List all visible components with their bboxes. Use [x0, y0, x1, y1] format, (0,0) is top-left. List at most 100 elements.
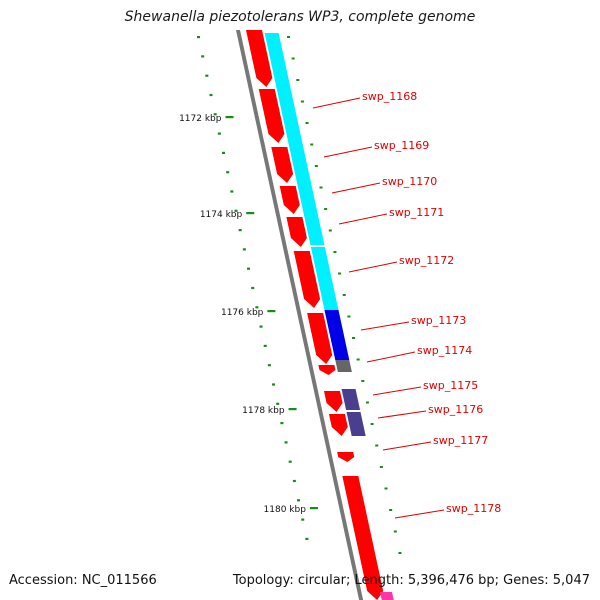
scale-tick-mark	[263, 344, 267, 347]
track-tick-mark	[361, 380, 365, 382]
gene-label-swp_1176: swp_1176	[428, 403, 483, 416]
scale-tick-mark	[276, 402, 280, 405]
kbp-label: 1176 kbp	[221, 308, 264, 318]
track-tick-mark	[365, 401, 369, 404]
major-tick-mark	[309, 507, 318, 510]
gene-label-swp_1177: swp_1177	[433, 434, 488, 447]
major-tick-mark	[288, 408, 297, 411]
gray-track-segment	[335, 360, 352, 372]
track-tick-mark	[291, 57, 295, 60]
gene-arrow	[337, 452, 355, 462]
track-tick-mark	[393, 530, 397, 533]
scale-tick-mark	[226, 171, 230, 174]
scale-tick-mark	[297, 499, 301, 502]
scale-tick-mark	[201, 55, 205, 58]
genome-backbone-line	[236, 30, 364, 600]
track-tick-mark	[375, 444, 379, 447]
scale-tick-mark	[205, 74, 209, 77]
gene-leader-line	[348, 261, 398, 273]
gene-leader-line	[377, 410, 427, 419]
track-tick-mark	[389, 509, 393, 511]
gene-label-swp_1171: swp_1171	[389, 206, 444, 219]
gene-arrow	[318, 365, 336, 375]
gene-arrow	[286, 217, 307, 247]
scale-tick-mark	[255, 306, 259, 309]
gene-leader-line	[372, 386, 422, 396]
track-tick-mark	[352, 337, 356, 339]
track-tick-mark	[379, 466, 383, 468]
cyan-track-segment	[310, 247, 339, 310]
track-tick-mark	[338, 272, 342, 275]
scale-tick-mark	[292, 479, 296, 483]
gene-arrow	[323, 391, 343, 412]
track-tick-mark	[319, 186, 323, 189]
gene-arrow	[307, 313, 333, 364]
gene-arrow	[279, 186, 300, 214]
gene-label-swp_1178: swp_1178	[446, 502, 501, 515]
scale-tick-mark	[267, 364, 271, 367]
gene-leader-line	[331, 182, 381, 194]
scale-tick-mark	[217, 132, 221, 135]
track-tick-mark	[333, 251, 337, 253]
blue-track-segment	[324, 310, 350, 360]
magenta-track-segment	[380, 592, 394, 600]
scale-tick-mark	[247, 267, 251, 270]
track-tick-mark	[305, 122, 309, 124]
scale-tick-mark	[242, 248, 246, 251]
scale-tick-mark	[213, 113, 217, 116]
scale-tick-mark	[280, 422, 284, 425]
track-tick-mark	[384, 487, 388, 490]
scale-tick-mark	[288, 460, 292, 463]
major-tick-mark	[267, 310, 276, 313]
gene-leader-line	[394, 509, 445, 519]
scale-tick-mark	[222, 151, 226, 154]
gene-label-swp_1173: swp_1173	[411, 314, 466, 327]
gene-label-swp_1168: swp_1168	[362, 90, 417, 103]
scale-tick-mark	[238, 229, 242, 232]
gene-label-swp_1170: swp_1170	[382, 175, 437, 188]
gene-arrow	[258, 89, 285, 143]
purple-track-segment	[341, 389, 361, 410]
gene-arrow	[271, 147, 294, 183]
gene-label-swp_1175: swp_1175	[423, 379, 478, 392]
scale-tick-mark	[230, 190, 234, 193]
scale-tick-mark	[197, 36, 200, 39]
gene-leader-line	[366, 351, 416, 363]
gene-label-swp_1169: swp_1169	[374, 139, 429, 152]
scale-tick-mark	[234, 209, 238, 212]
track-tick-mark	[356, 358, 360, 361]
gene-label-swp_1172: swp_1172	[399, 254, 454, 267]
purple-track-segment	[346, 412, 366, 436]
map-title: Shewanella piezotolerans WP3, complete g…	[124, 9, 476, 25]
gene-label-swp_1174: swp_1174	[417, 344, 472, 357]
track-tick-mark	[300, 100, 304, 103]
gene-leader-line	[360, 321, 410, 331]
major-tick-mark	[225, 116, 234, 119]
kbp-label: 1174 kbp	[200, 210, 243, 220]
track-tick-mark	[287, 36, 290, 38]
kbp-label: 1180 kbp	[264, 505, 307, 515]
kbp-label: 1178 kbp	[242, 406, 285, 416]
accession-text: Accession: NC_011566	[9, 573, 157, 588]
gene-arrow	[328, 414, 348, 436]
track-tick-mark	[296, 79, 300, 81]
scale-tick-mark	[251, 286, 255, 290]
cyan-track-segment	[264, 33, 325, 245]
track-tick-mark	[310, 143, 314, 146]
gene-arrow	[293, 251, 321, 308]
scale-tick-mark	[305, 537, 309, 540]
major-tick-mark	[246, 212, 255, 215]
track-tick-mark	[342, 294, 346, 296]
gene-leader-line	[323, 146, 373, 158]
scale-tick-mark	[284, 441, 288, 444]
genome-summary-text: Topology: circular; Length: 5,396,476 bp…	[232, 573, 590, 588]
scale-tick-mark	[259, 325, 263, 328]
scale-tick-mark	[301, 518, 305, 521]
track-tick-mark	[347, 315, 351, 318]
track-tick-mark	[370, 423, 374, 425]
track-tick-mark	[324, 208, 328, 210]
track-tick-mark	[328, 229, 332, 232]
track-tick-mark	[398, 552, 402, 554]
track-tick-mark	[314, 165, 318, 167]
